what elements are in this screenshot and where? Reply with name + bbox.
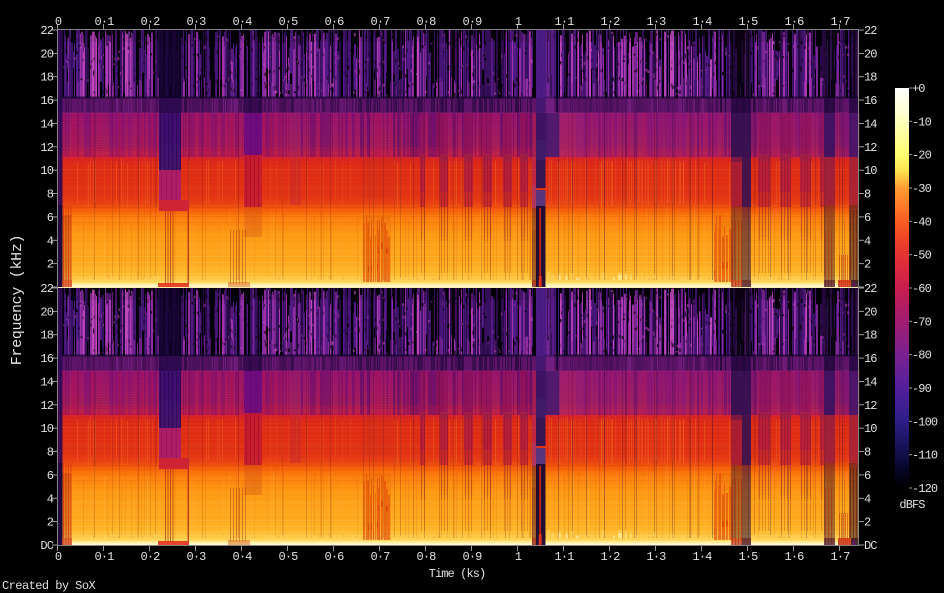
svg-text:8: 8	[47, 446, 54, 460]
svg-text:6: 6	[864, 211, 871, 225]
svg-text:14: 14	[864, 375, 877, 389]
svg-text:-120: -120	[912, 482, 938, 496]
svg-text:22: 22	[40, 24, 53, 38]
svg-text:DC: DC	[40, 539, 53, 553]
svg-text:Created by SoX: Created by SoX	[2, 579, 95, 593]
svg-text:18: 18	[40, 71, 53, 85]
svg-text:0·2: 0·2	[141, 550, 161, 564]
svg-text:1: 1	[515, 15, 522, 29]
svg-text:1·6: 1·6	[785, 550, 805, 564]
svg-text:dBFS: dBFS	[899, 498, 925, 512]
svg-text:0·4: 0·4	[233, 550, 253, 564]
svg-text:16: 16	[40, 94, 53, 108]
svg-text:18: 18	[864, 71, 877, 85]
svg-text:1·2: 1·2	[601, 550, 621, 564]
svg-text:-80: -80	[912, 349, 932, 363]
svg-text:-110: -110	[912, 449, 938, 463]
svg-text:1·1: 1·1	[555, 15, 575, 29]
svg-text:6: 6	[47, 469, 54, 483]
svg-text:0·8: 0·8	[417, 15, 437, 29]
svg-text:2: 2	[864, 258, 871, 272]
svg-text:1: 1	[515, 550, 522, 564]
svg-text:20: 20	[864, 305, 877, 319]
svg-text:1·2: 1·2	[601, 15, 621, 29]
svg-text:22: 22	[864, 282, 877, 296]
svg-text:16: 16	[864, 352, 877, 366]
svg-text:-50: -50	[912, 249, 932, 263]
svg-text:10: 10	[40, 422, 53, 436]
svg-text:0·9: 0·9	[463, 550, 483, 564]
svg-text:0·7: 0·7	[371, 15, 391, 29]
svg-text:8: 8	[864, 446, 871, 460]
svg-text:1·7: 1·7	[831, 15, 851, 29]
svg-text:0·2: 0·2	[141, 15, 161, 29]
svg-text:6: 6	[864, 469, 871, 483]
svg-text:0·6: 0·6	[325, 15, 345, 29]
svg-text:0·3: 0·3	[187, 15, 207, 29]
svg-text:-90: -90	[912, 382, 932, 396]
svg-text:12: 12	[40, 141, 53, 155]
svg-text:1·4: 1·4	[693, 15, 713, 29]
svg-text:0: 0	[55, 550, 62, 564]
svg-text:18: 18	[40, 329, 53, 343]
svg-text:12: 12	[40, 399, 53, 413]
svg-text:1·4: 1·4	[693, 550, 713, 564]
svg-text:12: 12	[864, 141, 877, 155]
svg-text:0·4: 0·4	[233, 15, 253, 29]
svg-text:1·5: 1·5	[739, 15, 759, 29]
svg-text:10: 10	[864, 164, 877, 178]
svg-text:0: 0	[55, 15, 62, 29]
svg-text:1·7: 1·7	[831, 550, 851, 564]
svg-text:8: 8	[47, 188, 54, 202]
svg-text:22: 22	[40, 282, 53, 296]
svg-text:16: 16	[40, 352, 53, 366]
svg-text:0·1: 0·1	[95, 550, 115, 564]
svg-text:-70: -70	[912, 315, 932, 329]
svg-text:0·3: 0·3	[187, 550, 207, 564]
svg-text:-10: -10	[912, 115, 932, 129]
svg-text:Time (ks): Time (ks)	[429, 567, 486, 581]
svg-text:0·9: 0·9	[463, 15, 483, 29]
svg-text:12: 12	[864, 399, 877, 413]
svg-text:2: 2	[47, 516, 54, 530]
svg-text:8: 8	[864, 188, 871, 202]
svg-text:18: 18	[864, 329, 877, 343]
svg-text:16: 16	[864, 94, 877, 108]
svg-text:-100: -100	[912, 415, 938, 429]
svg-text:4: 4	[47, 234, 54, 248]
svg-text:4: 4	[864, 492, 871, 506]
svg-text:1·5: 1·5	[739, 550, 759, 564]
svg-text:0·5: 0·5	[279, 15, 299, 29]
svg-text:20: 20	[40, 305, 53, 319]
svg-text:4: 4	[864, 234, 871, 248]
svg-text:Frequency (kHz): Frequency (kHz)	[9, 235, 26, 366]
svg-text:14: 14	[40, 117, 53, 131]
svg-text:22: 22	[864, 24, 877, 38]
svg-text:-40: -40	[912, 215, 932, 229]
svg-text:10: 10	[40, 164, 53, 178]
svg-text:-20: -20	[912, 149, 932, 163]
svg-text:1·1: 1·1	[555, 550, 575, 564]
svg-text:0·8: 0·8	[417, 550, 437, 564]
svg-text:20: 20	[864, 47, 877, 61]
svg-text:0·1: 0·1	[95, 15, 115, 29]
svg-text:0·7: 0·7	[371, 550, 391, 564]
svg-text:10: 10	[864, 422, 877, 436]
svg-text:20: 20	[40, 47, 53, 61]
svg-text:14: 14	[40, 375, 53, 389]
svg-text:1·3: 1·3	[647, 550, 667, 564]
svg-text:-30: -30	[912, 182, 932, 196]
svg-text:1·3: 1·3	[647, 15, 667, 29]
svg-text:1·6: 1·6	[785, 15, 805, 29]
svg-text:6: 6	[47, 211, 54, 225]
svg-text:2: 2	[47, 258, 54, 272]
svg-text:2: 2	[864, 516, 871, 530]
svg-text:0·5: 0·5	[279, 550, 299, 564]
svg-text:DC: DC	[864, 539, 877, 553]
svg-text:14: 14	[864, 117, 877, 131]
svg-text:-60: -60	[912, 282, 932, 296]
svg-text:+0: +0	[912, 82, 925, 96]
svg-text:4: 4	[47, 492, 54, 506]
svg-text:0·6: 0·6	[325, 550, 345, 564]
